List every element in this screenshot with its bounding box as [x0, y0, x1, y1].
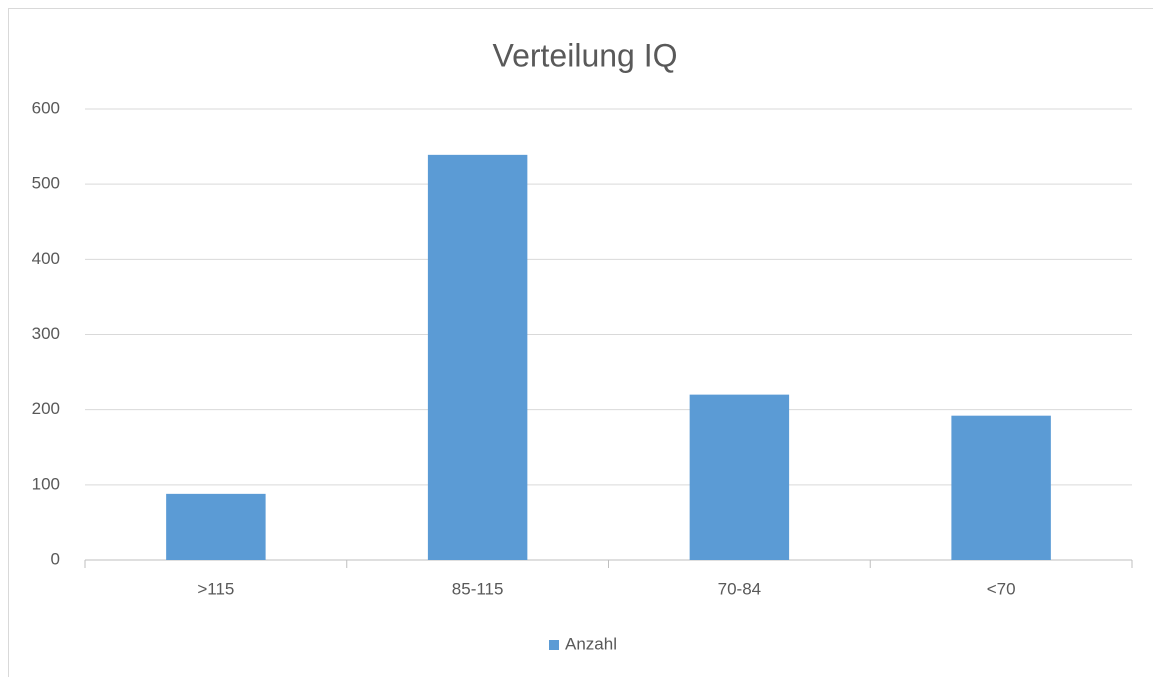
x-tick-label: >115: [197, 579, 234, 598]
y-tick-label: 600: [32, 98, 60, 117]
y-tick-label: 0: [51, 549, 60, 568]
bar: [689, 394, 790, 560]
y-tick-label: 400: [32, 249, 60, 268]
chart-frame: [8, 8, 1153, 677]
bar: [427, 154, 528, 560]
y-tick-label: 500: [32, 174, 60, 193]
x-tick-label: 70-84: [718, 579, 761, 598]
x-tick-label: 85-115: [452, 579, 504, 598]
y-tick-label: 200: [32, 399, 60, 418]
y-tick-label: 300: [32, 324, 60, 343]
y-tick-label: 100: [32, 474, 60, 493]
x-tick-label: <70: [987, 579, 1016, 598]
chart-title: Verteilung IQ: [493, 37, 678, 73]
legend-swatch: [549, 640, 559, 650]
bar: [166, 493, 266, 560]
bar: [951, 415, 1051, 560]
legend-label: Anzahl: [565, 634, 617, 653]
